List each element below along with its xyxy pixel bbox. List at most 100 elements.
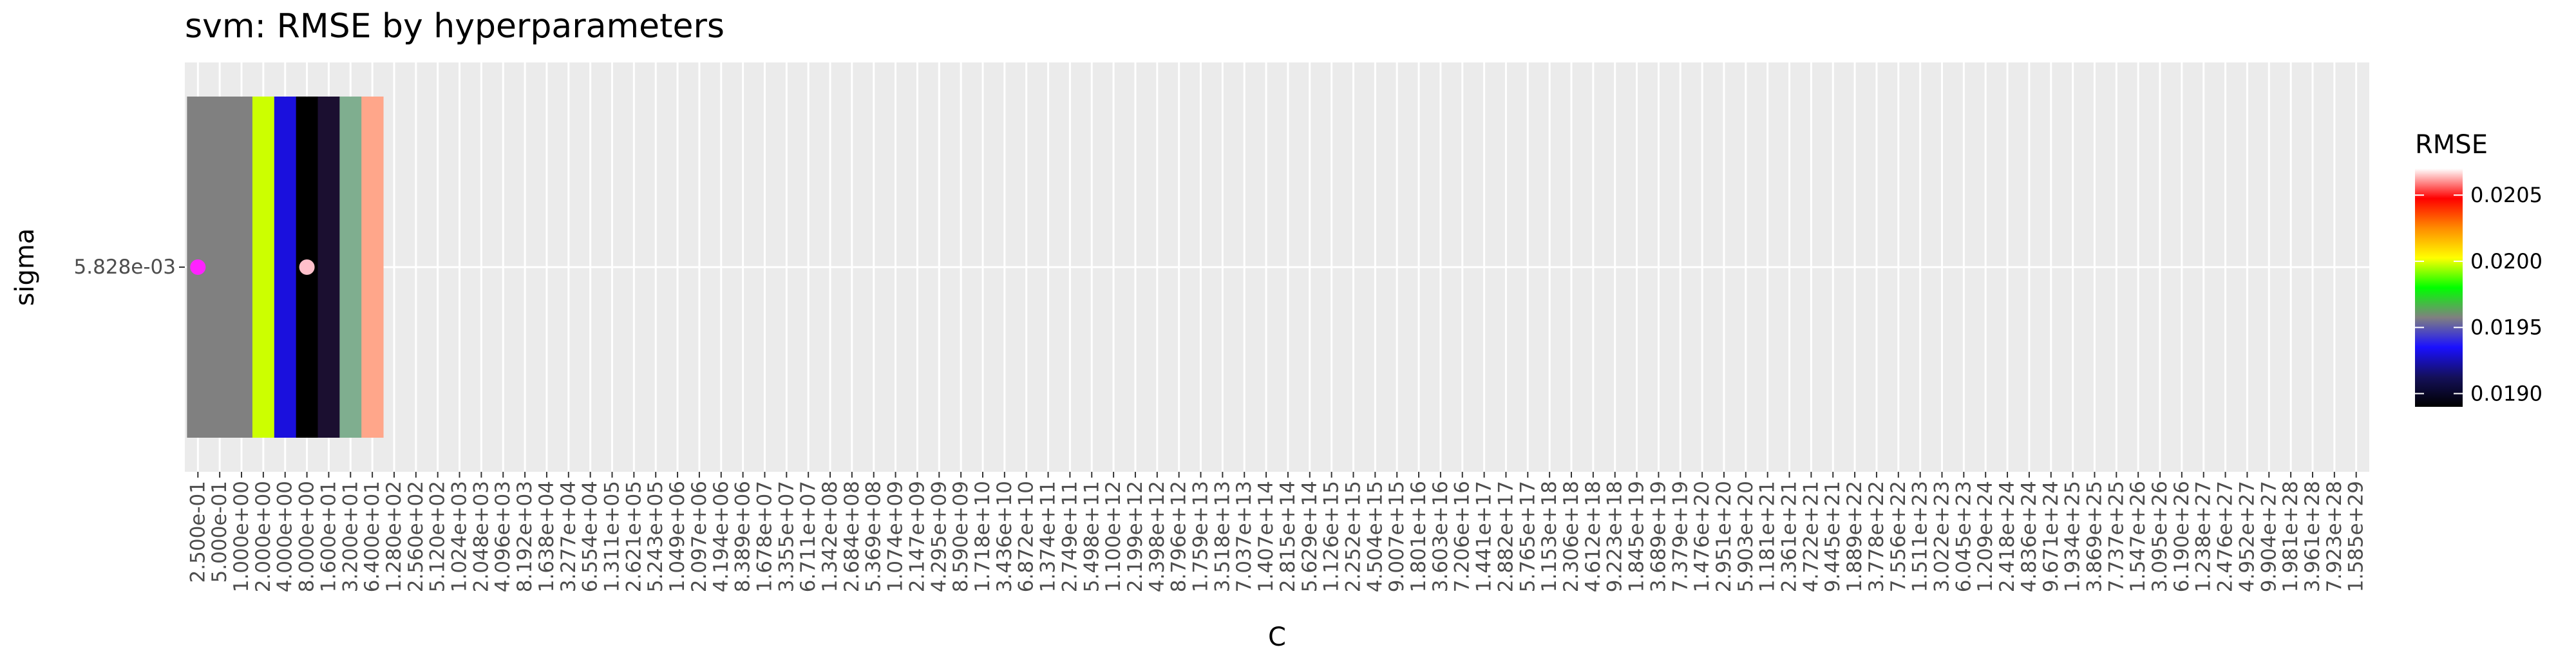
x-tick-label: 9.671e+24	[2040, 481, 2063, 592]
x-tick-label: 2.500e-01	[186, 481, 209, 583]
x-tick-label: 2.560e+02	[404, 481, 428, 592]
x-tick-label: 3.355e+07	[775, 481, 798, 592]
x-tick-label: 3.961e+28	[2301, 481, 2324, 592]
x-tick-label: 2.147e+09	[905, 481, 929, 592]
x-tick-label: 8.796e+12	[1168, 481, 1191, 592]
x-tick-label: 1.441e+17	[1473, 481, 1496, 592]
x-tick-label: 1.049e+06	[666, 481, 689, 592]
x-tick-label: 1.511e+23	[1909, 481, 1932, 592]
heatmap-markers	[190, 259, 315, 275]
x-tick-label: 4.836e+24	[2018, 481, 2041, 592]
x-tick-label: 6.190e+26	[2170, 481, 2193, 592]
x-tick-label: 8.389e+06	[732, 481, 755, 592]
x-tick-label: 3.022e+23	[1930, 481, 1953, 592]
x-tick-label: 4.000e+00	[274, 481, 297, 592]
x-tick-label: 4.722e+21	[1799, 481, 1823, 592]
x-tick-label: 7.206e+16	[1451, 481, 1474, 592]
x-tick-label: 3.603e+16	[1429, 481, 1452, 592]
x-tick-label: 1.845e+19	[1625, 481, 1649, 592]
x-tick-label: 7.737e+25	[2105, 481, 2128, 592]
x-tick-label: 1.801e+16	[1407, 481, 1430, 592]
x-tick-label: 6.400e+01	[361, 481, 384, 592]
x-tick-label: 7.037e+13	[1233, 481, 1256, 592]
best-point-marker	[299, 259, 315, 275]
x-tick-label: 6.045e+23	[1952, 481, 1975, 592]
x-tick-label: 1.638e+04	[535, 481, 558, 592]
x-tick-label: 2.815e+14	[1276, 481, 1300, 592]
x-tick-label: 3.436e+10	[993, 481, 1016, 592]
legend-title: RMSE	[2415, 130, 2488, 160]
x-tick-label: 1.280e+02	[383, 481, 406, 592]
x-tick-label: 5.000e-01	[208, 481, 231, 583]
y-axis-ticks: 5.828e-03	[74, 256, 185, 279]
x-tick-label: 4.504e+15	[1363, 481, 1387, 592]
x-tick-label: 4.295e+09	[927, 481, 951, 592]
legend-label: 0.0200	[2470, 249, 2543, 274]
x-tick-label: 1.678e+07	[753, 481, 776, 592]
legend-label: 0.0205	[2470, 183, 2543, 207]
x-tick-label: 2.306e+18	[1560, 481, 1583, 592]
x-tick-label: 5.903e+20	[1734, 481, 1757, 592]
best-point-marker	[190, 259, 206, 275]
x-tick-label: 2.199e+12	[1124, 481, 1147, 592]
x-tick-label: 2.418e+24	[1996, 481, 2019, 592]
x-tick-label: 1.585e+29	[2345, 481, 2368, 592]
x-tick-label: 2.749e+11	[1058, 481, 1081, 592]
x-tick-label: 9.445e+21	[1821, 481, 1844, 592]
heatmap-cell	[209, 97, 231, 438]
x-tick-label: 1.981e+28	[2279, 481, 2302, 592]
x-tick-label: 1.074e+09	[884, 481, 907, 592]
legend-label: 0.0195	[2470, 315, 2543, 340]
x-tick-label: 2.621e+05	[622, 481, 645, 592]
x-tick-label: 1.759e+13	[1189, 481, 1213, 592]
x-tick-label: 7.379e+19	[1669, 481, 1692, 592]
heatmap-cell	[339, 97, 362, 438]
x-tick-label: 3.095e+26	[2148, 481, 2172, 592]
x-tick-label: 2.252e+15	[1341, 481, 1365, 592]
x-tick-label: 4.194e+06	[710, 481, 733, 592]
x-tick-label: 1.000e+00	[230, 481, 253, 592]
x-tick-label: 4.952e+27	[2235, 481, 2259, 592]
x-tick-label: 5.629e+14	[1298, 481, 1321, 592]
y-axis-title: sigma	[10, 229, 40, 306]
x-tick-label: 5.498e+11	[1080, 481, 1103, 592]
x-tick-label: 5.120e+02	[426, 481, 450, 592]
x-tick-label: 2.048e+03	[469, 481, 493, 592]
x-tick-label: 3.689e+19	[1647, 481, 1670, 592]
color-legend: RMSE 0.0190 0.0195 0.0200 0.0205	[2415, 130, 2543, 407]
x-tick-label: 2.361e+21	[1778, 481, 1801, 592]
x-tick-label: 6.554e+04	[579, 481, 602, 592]
plot-panel	[185, 62, 2369, 472]
x-tick-label: 7.923e+28	[2323, 481, 2346, 592]
x-tick-label: 2.684e+08	[840, 481, 864, 592]
x-tick-label: 3.869e+25	[2083, 481, 2106, 592]
x-tick-label: 5.765e+17	[1516, 481, 1539, 592]
x-tick-label: 2.882e+17	[1494, 481, 1517, 592]
x-tick-label: 1.476e+20	[1690, 481, 1714, 592]
x-tick-label: 2.476e+27	[2214, 481, 2237, 592]
x-tick-label: 1.374e+11	[1037, 481, 1060, 592]
x-tick-label: 4.612e+18	[1582, 481, 1605, 592]
heatmap-cell	[274, 97, 297, 438]
x-tick-label: 4.096e+03	[491, 481, 515, 592]
x-tick-label: 1.718e+10	[971, 481, 994, 592]
legend-colorbar	[2415, 169, 2463, 407]
x-axis-ticks: 2.500e-015.000e-011.000e+002.000e+004.00…	[186, 472, 2368, 592]
x-tick-label: 8.192e+03	[513, 481, 536, 592]
x-tick-label: 3.518e+13	[1211, 481, 1234, 592]
x-tick-label: 3.277e+04	[557, 481, 580, 592]
x-tick-label: 1.100e+12	[1102, 481, 1125, 592]
x-tick-label: 9.904e+27	[2257, 481, 2280, 592]
x-tick-label: 1.126e+15	[1320, 481, 1343, 592]
heatmap-cell	[231, 97, 253, 438]
x-tick-label: 1.407e+14	[1255, 481, 1278, 592]
x-tick-label: 1.547e+26	[2126, 481, 2150, 592]
x-tick-label: 3.778e+22	[1865, 481, 1888, 592]
x-tick-label: 9.223e+18	[1604, 481, 1627, 592]
x-tick-label: 3.200e+01	[339, 481, 362, 592]
x-tick-label: 2.000e+00	[252, 481, 275, 592]
x-tick-label: 4.398e+12	[1146, 481, 1169, 592]
x-tick-label: 9.007e+15	[1385, 481, 1408, 592]
x-tick-label: 5.243e+05	[644, 481, 667, 592]
